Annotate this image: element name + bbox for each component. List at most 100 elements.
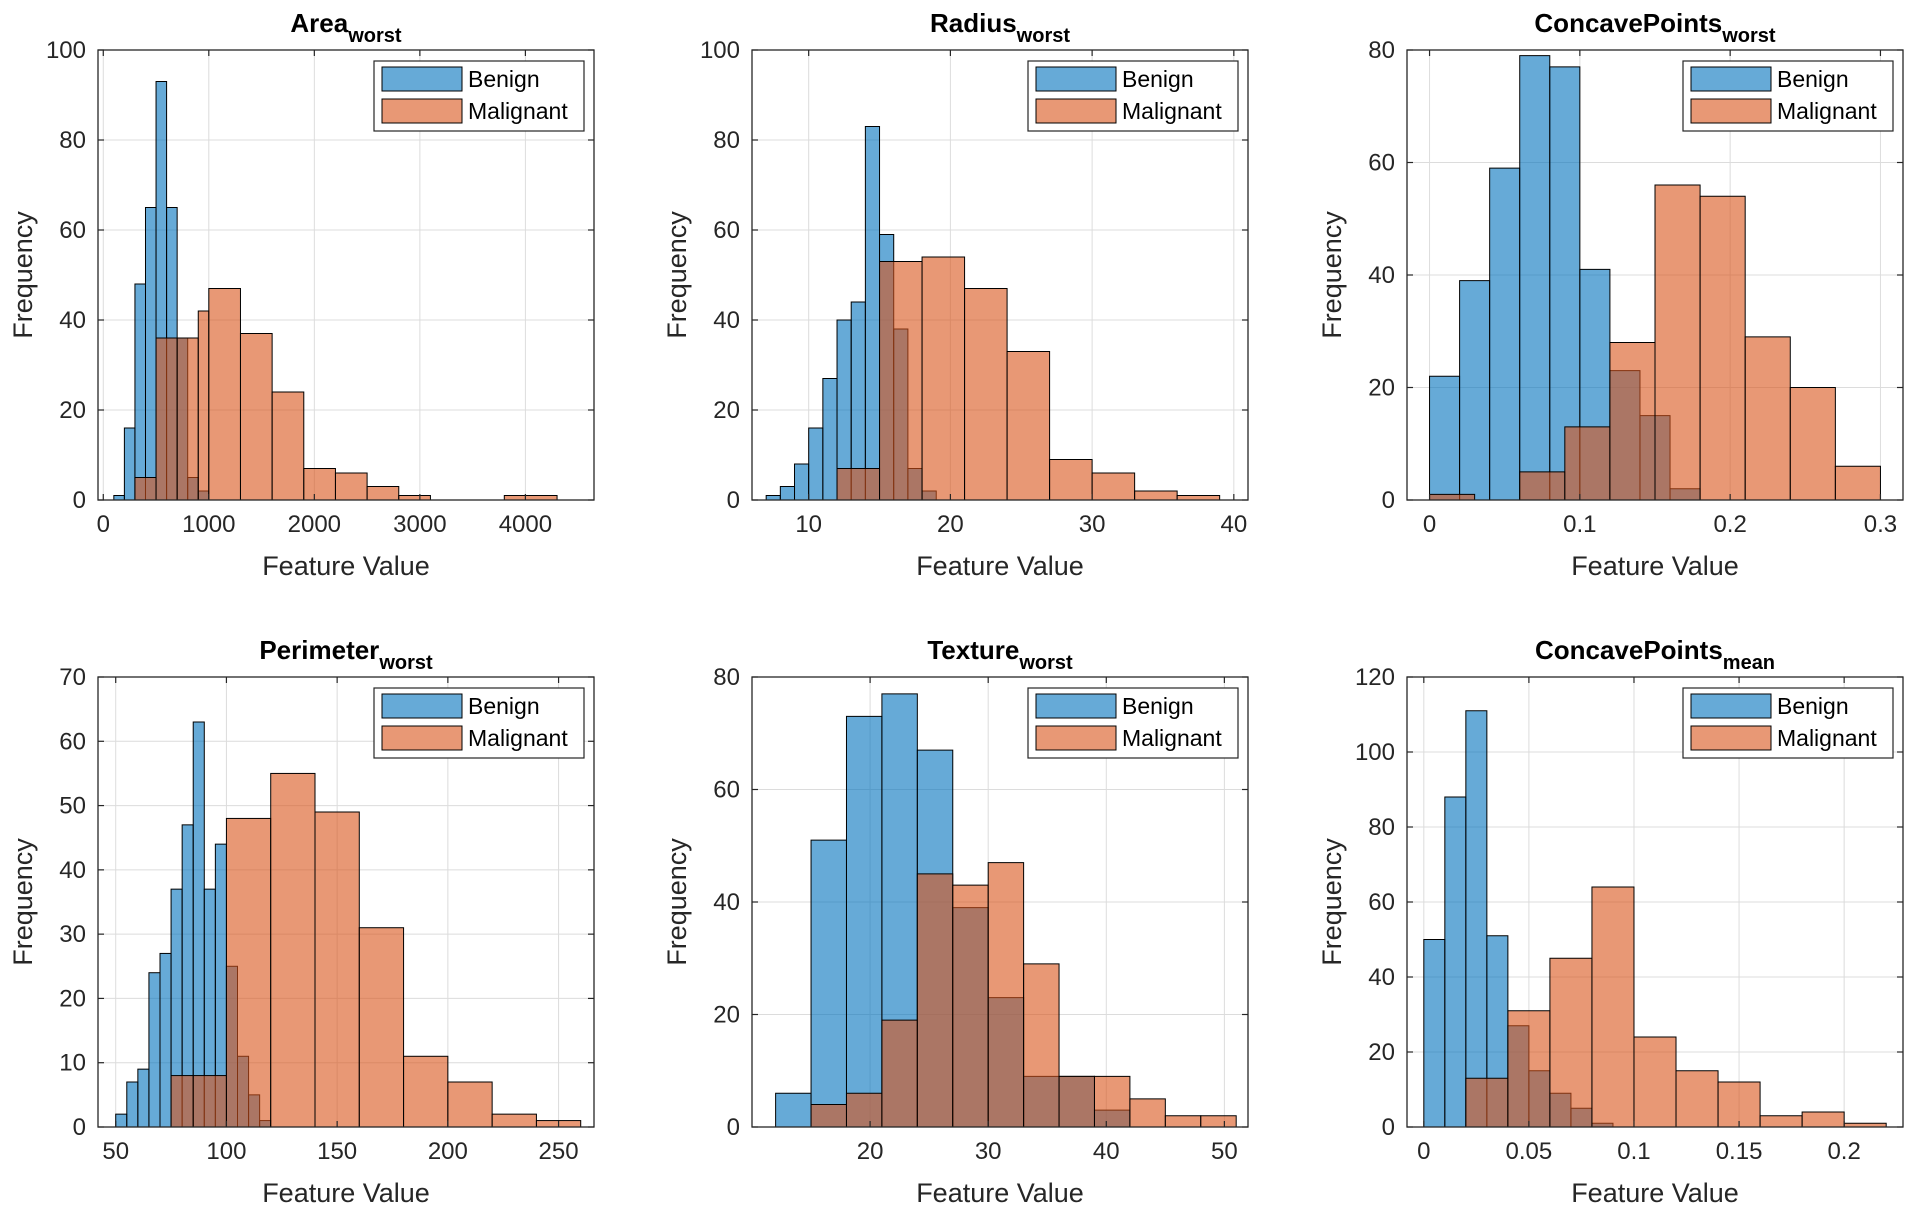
legend-swatch-benign <box>1690 693 1772 719</box>
y-tick-label: 20 <box>59 397 86 424</box>
histogram-bar-malignant <box>358 927 405 1128</box>
y-tick-label: 60 <box>1368 150 1395 177</box>
legend-swatch-malignant <box>1690 98 1772 124</box>
histogram-bar-malignant <box>1834 465 1881 501</box>
series-malignant <box>836 256 1221 501</box>
chart-title-subscript: mean <box>1723 652 1775 674</box>
histogram-panel-3: 0 0.1 0.2 0.3 0 20 40 60 80 ConcavePointsworst Fea… <box>1317 8 1904 581</box>
x-axis-label: Feature Value <box>1571 551 1739 581</box>
histogram-bar-benign <box>123 427 136 501</box>
x-tick-label: 0 <box>1417 1138 1430 1165</box>
y-tick-label: 60 <box>713 217 740 244</box>
legend-swatch-benign <box>1035 66 1117 92</box>
legend-swatch-malignant <box>1035 725 1117 751</box>
histogram-bar-malignant <box>170 1075 194 1128</box>
histogram-bar-malignant <box>1654 184 1701 501</box>
histogram-bar-malignant <box>964 288 1008 501</box>
histogram-bar-malignant <box>1801 1111 1845 1128</box>
histogram-bar-malignant <box>491 1113 537 1128</box>
x-tick-label: 40 <box>1093 1138 1120 1165</box>
x-axis-label: Feature Value <box>1571 1178 1739 1207</box>
histogram-bar-benign <box>137 1068 150 1128</box>
chart-title-main: Area <box>290 8 348 38</box>
y-tick-label: 10 <box>59 1050 86 1077</box>
histogram-bar-malignant <box>503 495 558 501</box>
histogram-bar-benign <box>144 207 157 501</box>
x-tick-label: 0.15 <box>1716 1138 1763 1165</box>
histogram-bar-benign <box>159 952 172 1128</box>
histogram-bar-malignant <box>192 1075 227 1128</box>
y-axis-label: Frequency <box>662 211 692 339</box>
histogram-bar-benign <box>1465 710 1488 1128</box>
histogram-bar-malignant <box>314 811 360 1128</box>
histogram-bar-malignant <box>1176 495 1221 501</box>
chart-title: Radiusworst <box>930 8 1070 47</box>
histogram-bar-malignant <box>134 477 157 501</box>
histogram-bar-benign <box>148 972 161 1128</box>
histogram-bar-malignant <box>1549 957 1593 1128</box>
histogram-bar-malignant <box>225 817 272 1128</box>
legend: Benign Malignant <box>1682 687 1894 759</box>
legend: Benign Malignant <box>1027 60 1239 132</box>
histogram-bar-malignant <box>1633 1036 1677 1128</box>
histogram-bar-benign <box>845 715 883 1128</box>
y-tick-label: 20 <box>59 985 86 1012</box>
y-tick-label: 80 <box>713 127 740 154</box>
y-tick-label: 0 <box>727 1114 740 1141</box>
y-tick-label: 80 <box>713 664 740 691</box>
legend-swatch-benign <box>381 693 463 719</box>
y-tick-label: 30 <box>59 921 86 948</box>
legend-swatch-benign <box>1690 66 1772 92</box>
histogram-bar-malignant <box>1759 1115 1803 1128</box>
histogram-bar-benign <box>775 1092 812 1128</box>
y-tick-label: 40 <box>59 307 86 334</box>
histogram-bar-benign <box>810 839 847 1128</box>
histogram-bar-malignant <box>1023 963 1060 1128</box>
histogram-bar-malignant <box>1164 1115 1202 1128</box>
histogram-bar-benign <box>126 1081 139 1128</box>
histogram-bar-benign <box>794 463 810 501</box>
histogram-bar-malignant <box>334 472 368 501</box>
x-tick-label: 0.1 <box>1563 511 1596 538</box>
legend-label-benign: Benign <box>1122 66 1194 92</box>
histogram-bar-malignant <box>403 1055 449 1128</box>
y-axis-label: Frequency <box>662 838 692 966</box>
axes-box <box>751 49 1249 501</box>
histogram-bar-malignant <box>271 391 305 501</box>
y-axis-label: Frequency <box>8 211 38 339</box>
chart-title: Areaworst <box>290 8 402 47</box>
histogram-panel-5: 20 30 40 50 0 20 40 60 80 Textureworst Feature Val… <box>662 635 1249 1207</box>
histogram-bar-malignant <box>1564 426 1611 501</box>
y-tick-label: 0 <box>1382 1114 1395 1141</box>
y-tick-label: 0 <box>73 1114 86 1141</box>
histogram-panel-2: 10 20 30 40 0 20 40 60 80 100 Radiusworst Feature V… <box>662 8 1249 581</box>
legend-label-benign: Benign <box>1777 66 1849 92</box>
chart-title-subscript: worst <box>378 652 433 674</box>
histogram-bar-malignant <box>1091 472 1136 501</box>
histogram-bar-malignant <box>1591 886 1635 1128</box>
x-tick-label: 0.2 <box>1713 511 1746 538</box>
histogram-bar-benign <box>134 283 146 501</box>
legend-label-malignant: Malignant <box>468 725 568 751</box>
histogram-bar-malignant <box>303 468 336 501</box>
x-tick-label: 0 <box>1423 511 1436 538</box>
y-axis-label: Frequency <box>1317 838 1347 966</box>
chart-title-main: ConcavePoints <box>1534 8 1722 38</box>
y-tick-label: 100 <box>1355 739 1395 766</box>
legend-swatch-malignant <box>381 98 463 124</box>
chart-title-subscript: worst <box>347 25 402 47</box>
histogram-bar-benign <box>864 126 881 501</box>
y-tick-label: 0 <box>1382 487 1395 514</box>
x-axis-label: Feature Value <box>916 1178 1084 1207</box>
histogram-bar-malignant <box>366 486 400 501</box>
histogram-bar-malignant <box>1429 493 1476 501</box>
histogram-bar-malignant <box>879 261 923 501</box>
histogram-bar-malignant <box>987 862 1025 1128</box>
legend-label-benign: Benign <box>468 66 540 92</box>
y-tick-label: 120 <box>1355 664 1395 691</box>
histogram-bar-benign <box>192 721 205 1128</box>
x-tick-label: 30 <box>975 1138 1002 1165</box>
y-tick-label: 80 <box>1368 37 1395 64</box>
histogram-bar-malignant <box>1058 1075 1095 1128</box>
